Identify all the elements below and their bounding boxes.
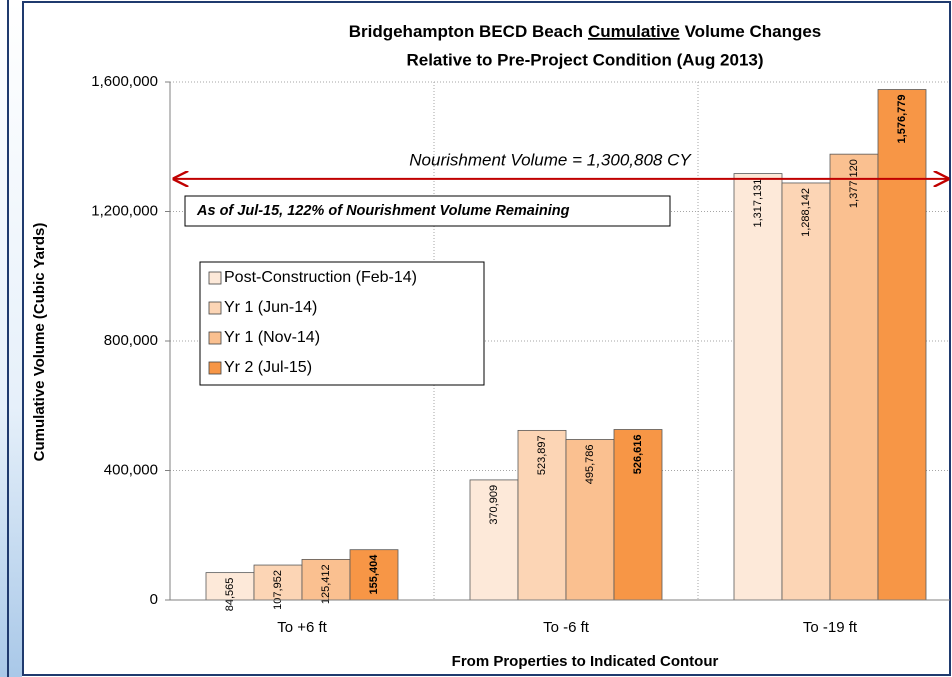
bar	[733, 173, 783, 601]
x-tick-label: To -19 ft	[803, 619, 858, 636]
y-tick-label: 1,600,000	[91, 73, 158, 90]
legend-label: Yr 1 (Jun-14)	[224, 299, 317, 316]
title-suffix: Volume Changes	[685, 22, 822, 41]
y-tick-label: 0	[150, 591, 158, 608]
bar	[877, 89, 927, 601]
chart-subtitle: Relative to Pre-Project Condition (Aug 2…	[406, 50, 763, 69]
legend-label: Yr 2 (Jul-15)	[224, 359, 312, 376]
bar	[517, 429, 567, 601]
value-label: 1,377,120	[848, 159, 860, 208]
chart-title: Bridgehampton BECD Beach Cumulative Volume…	[349, 22, 822, 41]
bar	[829, 153, 879, 601]
value-label: 370,909	[488, 485, 500, 525]
side-background	[0, 0, 22, 677]
value-label: 107,952	[272, 570, 284, 610]
y-tick-label: 800,000	[104, 332, 158, 349]
value-label: 1,288,142	[800, 188, 812, 237]
y-tick-label: 1,200,000	[91, 202, 158, 219]
x-axis-label: From Properties to Indicated Contour	[452, 653, 719, 670]
nourishment-label: Nourishment Volume = 1,300,808 CY	[409, 150, 692, 169]
value-label: 84,565	[224, 578, 236, 612]
bar	[781, 182, 831, 601]
annotation: As of Jul-15, 122% of Nourishment Volume…	[196, 203, 570, 219]
value-label: 523,897	[536, 435, 548, 475]
annotation-box	[184, 195, 671, 227]
value-label: 125,412	[320, 564, 332, 604]
legend-swatch	[208, 331, 222, 345]
legend-box	[199, 261, 485, 386]
value-label: 1,317,131	[752, 179, 764, 228]
value-label: 495,786	[584, 444, 596, 484]
value-label: 155,404	[368, 554, 380, 595]
legend-swatch	[208, 361, 222, 375]
legend-label: Post-Construction (Feb-14)	[224, 269, 417, 286]
legend-swatch	[208, 271, 222, 285]
title-prefix: Bridgehampton BECD Beach	[349, 22, 583, 41]
value-label: 1,576,779	[896, 95, 908, 144]
legend-swatch	[208, 301, 222, 315]
legend-label: Yr 1 (Nov-14)	[224, 329, 320, 346]
y-axis-label: Cumulative Volume (Cubic Yards)	[31, 223, 48, 462]
bar	[613, 429, 663, 601]
value-label: 526,616	[632, 435, 644, 475]
title-underlined: Cumulative	[588, 22, 680, 41]
bar	[469, 479, 519, 601]
y-tick-label: 400,000	[104, 461, 158, 478]
x-tick-label: To -6 ft	[543, 619, 590, 636]
x-tick-label: To +6 ft	[277, 619, 327, 636]
bar	[349, 549, 399, 601]
